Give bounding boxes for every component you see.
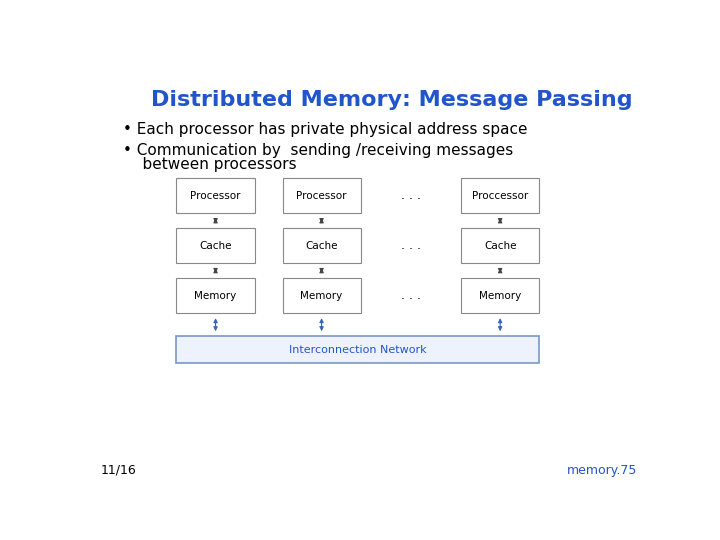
- Bar: [176, 178, 255, 213]
- Bar: [176, 336, 539, 363]
- Bar: [282, 228, 361, 264]
- Text: Processor: Processor: [190, 191, 240, 201]
- Text: Memory: Memory: [300, 291, 343, 301]
- Bar: [461, 178, 539, 213]
- Text: Memory: Memory: [194, 291, 237, 301]
- Text: Memory: Memory: [479, 291, 521, 301]
- Text: between processors: between processors: [124, 157, 297, 172]
- Bar: [282, 178, 361, 213]
- Text: memory.75: memory.75: [567, 464, 637, 477]
- Text: Cache: Cache: [484, 241, 516, 251]
- Text: . . .: . . .: [401, 190, 421, 202]
- Bar: [461, 228, 539, 264]
- Text: Cache: Cache: [305, 241, 338, 251]
- Bar: [461, 278, 539, 313]
- Text: Cache: Cache: [199, 241, 232, 251]
- Text: . . .: . . .: [401, 289, 421, 302]
- Text: Processor: Processor: [297, 191, 347, 201]
- Text: • Each processor has private physical address space: • Each processor has private physical ad…: [124, 122, 528, 137]
- Text: Distributed Memory: Message Passing: Distributed Memory: Message Passing: [150, 90, 632, 110]
- Text: 11/16: 11/16: [101, 464, 137, 477]
- Bar: [176, 228, 255, 264]
- Text: Proccessor: Proccessor: [472, 191, 528, 201]
- Text: Interconnection Network: Interconnection Network: [289, 345, 427, 355]
- Text: . . .: . . .: [401, 239, 421, 252]
- Bar: [176, 278, 255, 313]
- Text: • Communication by  sending /receiving messages: • Communication by sending /receiving me…: [124, 144, 514, 158]
- Bar: [282, 278, 361, 313]
